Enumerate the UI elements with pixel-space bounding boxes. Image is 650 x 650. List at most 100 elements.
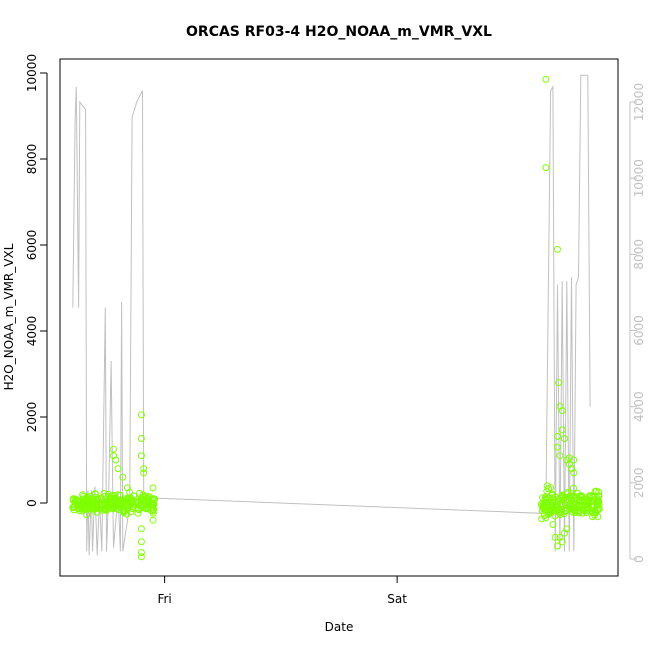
data-point: [538, 507, 546, 515]
scatter-series: [69, 75, 603, 561]
data-point: [595, 505, 603, 513]
data-point: [137, 525, 145, 533]
data-point: [554, 432, 561, 440]
x-tick-label: Fri: [157, 592, 171, 606]
data-point: [136, 489, 144, 497]
data-point: [111, 496, 119, 504]
data-point: [102, 492, 109, 500]
data-point: [546, 506, 554, 514]
data-point: [114, 465, 122, 473]
data-point: [91, 501, 99, 509]
data-point: [79, 507, 87, 515]
data-point: [551, 533, 559, 541]
chart-title: ORCAS RF03-4 H2O_NOAA_m_VMR_VXL: [186, 24, 492, 40]
data-point: [112, 456, 120, 464]
data-point: [554, 542, 561, 550]
data-point: [89, 504, 97, 512]
data-point: [547, 484, 555, 492]
data-point: [576, 496, 584, 504]
data-point: [142, 504, 150, 512]
data-point: [80, 499, 88, 507]
data-point: [558, 407, 566, 415]
plot-frame: [59, 58, 619, 577]
data-point: [119, 473, 127, 481]
data-point: [542, 75, 550, 83]
y-tick-label: 2000: [25, 402, 39, 433]
data-point: [137, 411, 145, 419]
data-point: [570, 501, 577, 509]
data-point: [549, 521, 557, 528]
data-point: [70, 503, 78, 511]
data-point: [585, 499, 593, 507]
data-point: [134, 509, 142, 517]
data-point: [76, 497, 84, 505]
data-point: [84, 496, 92, 504]
data-point: [120, 509, 128, 517]
y2-tick-label: 6000: [632, 315, 646, 346]
data-point: [551, 512, 559, 520]
data-point: [98, 496, 106, 504]
data-point: [91, 498, 99, 506]
data-point: [563, 525, 571, 533]
data-point: [556, 494, 564, 502]
data-point: [575, 509, 583, 517]
data-point: [567, 500, 575, 508]
data-point: [560, 495, 568, 503]
data-point: [593, 501, 601, 509]
y-tick-label: 10000: [25, 54, 39, 92]
x-tick-label: Sat: [387, 592, 407, 606]
data-point: [116, 491, 124, 499]
data-point: [140, 465, 148, 473]
data-point: [79, 491, 87, 499]
data-point: [555, 379, 563, 387]
y2-tick-label: 2000: [632, 468, 646, 499]
data-point: [592, 487, 600, 495]
data-point: [556, 452, 564, 460]
data-point: [548, 501, 556, 509]
data-point: [542, 496, 550, 504]
data-point: [137, 500, 144, 508]
axes: 0 2000 4000 6000 8000 10000 0 2000 4000 6000 8000 1…: [25, 54, 646, 606]
x-axis-title: Date: [325, 620, 354, 634]
data-point: [542, 164, 550, 172]
data-point: [109, 503, 117, 511]
right-axis-line-series: [72, 74, 591, 556]
data-point: [574, 490, 582, 497]
y-axis-title: H2O_NOAA_m_VMR_VXL: [2, 243, 16, 390]
data-point: [144, 502, 152, 510]
data-point: [584, 497, 592, 505]
data-point: [137, 538, 145, 546]
data-point: [585, 496, 593, 504]
data-point: [69, 495, 77, 503]
series-line: [72, 74, 591, 556]
data-point: [124, 505, 132, 513]
data-point: [149, 516, 157, 524]
data-point: [137, 435, 145, 442]
data-point: [137, 549, 145, 556]
data-point: [144, 496, 152, 504]
data-point: [570, 484, 577, 492]
data-point: [139, 491, 147, 499]
data-point: [543, 482, 551, 490]
data-point: [137, 553, 145, 561]
data-point: [554, 443, 561, 451]
data-point: [93, 508, 101, 516]
data-point: [141, 495, 149, 503]
y2-tick-label: 12000: [632, 83, 646, 121]
y2-tick-label: 0: [632, 555, 646, 563]
y2-tick-label: 8000: [632, 239, 646, 270]
data-point: [92, 490, 99, 498]
y-tick-label: 0: [25, 499, 39, 507]
y-tick-label: 8000: [25, 144, 39, 175]
data-point: [553, 507, 561, 515]
y2-tick-label: 4000: [632, 391, 646, 422]
y2-tick-label: 10000: [632, 159, 646, 197]
data-point: [137, 452, 145, 460]
data-point: [565, 502, 573, 510]
data-point: [118, 500, 126, 508]
data-point: [149, 507, 157, 515]
data-point: [570, 456, 578, 464]
data-point: [120, 504, 128, 512]
data-point: [558, 538, 566, 546]
data-point: [102, 497, 110, 505]
